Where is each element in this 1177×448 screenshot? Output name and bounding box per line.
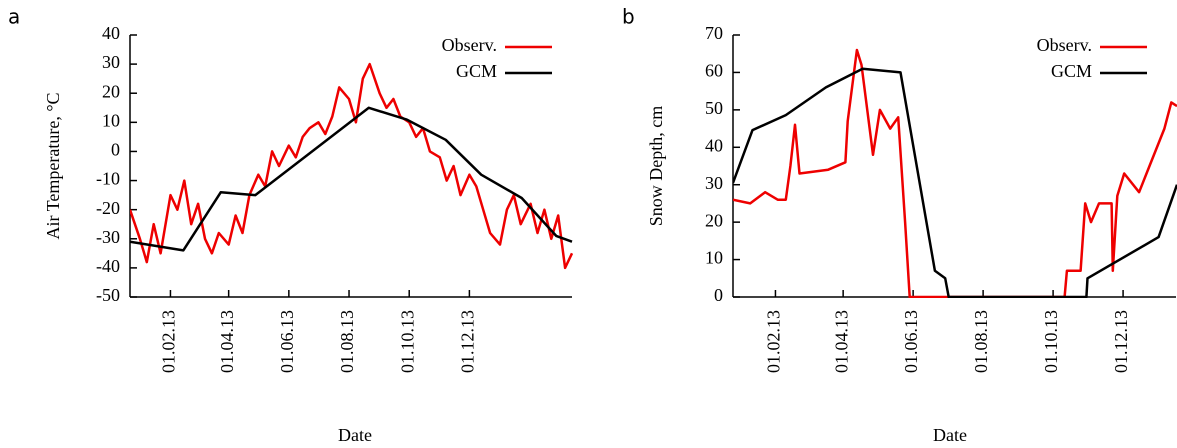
y-tick-label: 60	[705, 61, 723, 81]
series-line	[733, 67, 1177, 298]
y-axis-label: Air Temperature, °C	[43, 92, 63, 239]
series-line	[130, 106, 573, 252]
y-tick-label: 70	[705, 23, 723, 43]
y-tick-label: -40	[96, 256, 120, 276]
x-axis-label: Date	[933, 425, 967, 445]
plot-area	[130, 62, 573, 270]
legend-label: GCM	[456, 61, 497, 81]
y-tick-label: 0	[714, 285, 723, 305]
x-tick-label: 01.08.13	[337, 310, 357, 373]
legend-label: Observ.	[1037, 35, 1092, 55]
series-line	[130, 62, 573, 270]
x-tick-label: 01.12.13	[458, 310, 478, 373]
x-tick-label: 01.10.13	[397, 310, 417, 373]
x-tick-label: 01.04.13	[217, 310, 237, 373]
x-tick-label: 01.02.13	[764, 310, 784, 373]
y-tick-label: 0	[111, 140, 120, 160]
plot-area	[733, 48, 1177, 298]
y-tick-label: -10	[96, 169, 120, 189]
x-tick-label: 01.06.13	[277, 310, 297, 373]
y-tick-label: 50	[705, 98, 723, 118]
y-tick-label: 30	[102, 52, 120, 72]
legend-label: GCM	[1051, 61, 1092, 81]
panel-label: a	[8, 5, 20, 29]
y-tick-label: -30	[96, 227, 120, 247]
y-tick-label: 30	[705, 173, 723, 193]
series-line	[733, 48, 1177, 298]
y-tick-label: 20	[102, 81, 120, 101]
y-tick-label: -50	[96, 285, 120, 305]
x-axis-label: Date	[338, 425, 372, 445]
y-tick-label: 20	[705, 210, 723, 230]
y-axis-label: Snow Depth, cm	[646, 106, 666, 227]
y-tick-label: 10	[705, 248, 723, 268]
legend-label: Observ.	[442, 35, 497, 55]
y-tick-label: 40	[705, 135, 723, 155]
x-tick-label: 01.06.13	[901, 310, 921, 373]
panel-label: b	[622, 5, 635, 29]
y-tick-label: -20	[96, 198, 120, 218]
x-tick-label: 01.08.13	[971, 310, 991, 373]
y-tick-label: 40	[102, 23, 120, 43]
x-tick-label: 01.10.13	[1041, 310, 1061, 373]
y-tick-label: 10	[102, 110, 120, 130]
x-tick-label: 01.04.13	[831, 310, 851, 373]
x-tick-label: 01.02.13	[159, 310, 179, 373]
x-tick-label: 01.12.13	[1111, 310, 1131, 373]
